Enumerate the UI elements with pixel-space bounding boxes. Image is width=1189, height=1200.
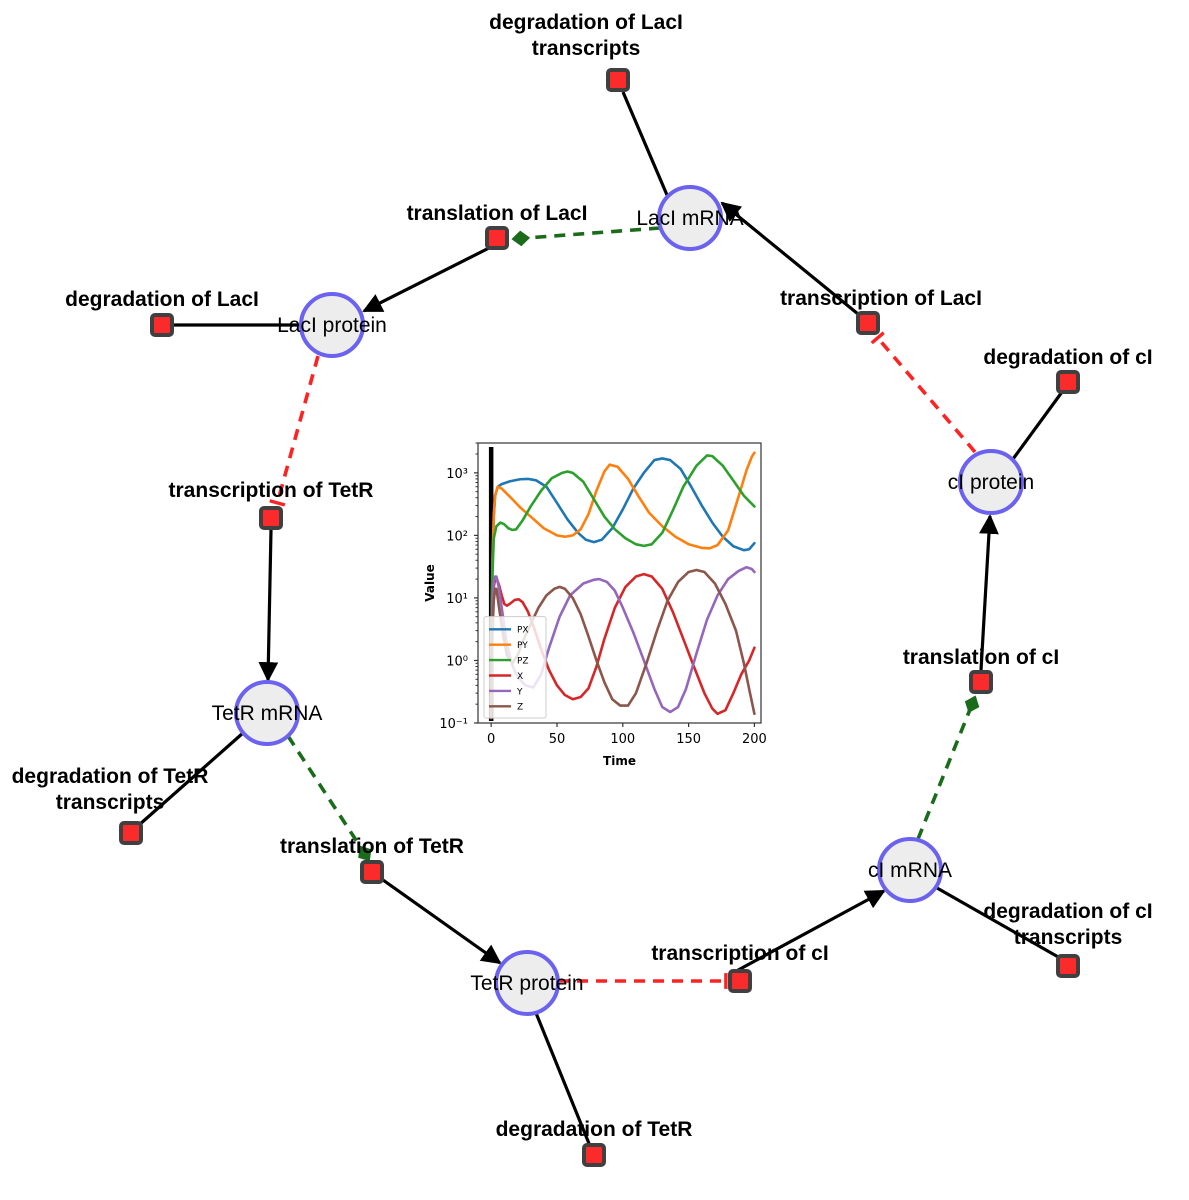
edge-inhibition — [870, 331, 977, 454]
legend-label-PZ: PZ — [517, 657, 529, 667]
reaction-label-deg_tetr_transcripts: degradation of TetR transcripts — [12, 765, 209, 814]
legend-label-Y: Y — [516, 687, 523, 697]
reaction-label-deg_laci_transcripts: degradation of LacI transcripts — [489, 11, 683, 60]
reaction-label-transcription_laci: transcription of LacI — [780, 287, 982, 310]
reaction-node-translation_ci[interactable] — [969, 670, 993, 694]
y-tick-label: 10³ — [446, 467, 468, 482]
edge-layer — [137, 91, 1064, 1147]
species-node-laci_protein[interactable] — [299, 292, 365, 358]
edge-product — [979, 514, 999, 671]
species-node-tetr_protein[interactable] — [494, 950, 560, 1016]
edge-substrate — [621, 91, 669, 196]
reaction-label-deg_ci: degradation of cI — [983, 346, 1152, 369]
species-node-ci_mrna[interactable] — [877, 837, 943, 903]
species-label-laci_protein: LacI protein — [277, 314, 387, 337]
y-tick-label: 10⁻¹ — [439, 717, 468, 732]
x-tick-label: 100 — [610, 732, 635, 747]
species-label-tetr_protein: TetR protein — [470, 972, 583, 995]
legend-label-PX: PX — [517, 626, 529, 636]
reaction-label-translation_tetr: translation of TetR — [280, 835, 464, 858]
edge-substrate — [137, 731, 245, 827]
x-axis-title: Time — [603, 754, 636, 768]
reaction-node-deg_laci[interactable] — [150, 313, 174, 337]
series-line-PX — [489, 457, 756, 657]
edge-product — [258, 529, 279, 682]
y-tick-label: 10⁰ — [446, 654, 468, 669]
series-line-X — [489, 572, 756, 716]
edge-substrate — [1011, 391, 1064, 460]
species-label-tetr_mrna: TetR mRNA — [212, 702, 323, 725]
reaction-node-transcription_laci[interactable] — [856, 311, 880, 335]
node-layer — [119, 68, 1080, 1167]
reaction-node-deg_laci_transcripts[interactable] — [606, 68, 630, 92]
reaction-label-deg_tetr: degradation of TetR — [496, 1118, 693, 1141]
reaction-label-deg_ci_transcripts: degradation of cI transcripts — [983, 900, 1152, 949]
legend-label-X: X — [517, 672, 523, 682]
reaction-label-transcription_ci: transcription of cI — [651, 942, 828, 965]
reaction-node-deg_ci_transcripts[interactable] — [1056, 954, 1080, 978]
x-tick-label: 200 — [742, 732, 767, 747]
reaction-label-deg_laci: degradation of LacI — [65, 288, 259, 311]
reaction-node-transcription_ci[interactable] — [728, 969, 752, 993]
reaction-label-translation_laci: translation of LacI — [407, 202, 588, 225]
edge-activation — [511, 226, 661, 247]
x-tick-label: 50 — [549, 732, 566, 747]
x-tick-label: 150 — [676, 732, 701, 747]
y-tick-label: 10¹ — [446, 592, 468, 607]
edge-substrate — [936, 886, 1061, 960]
x-tick-label: 0 — [487, 732, 495, 747]
species-label-ci_mrna: cI mRNA — [868, 859, 952, 882]
legend-label-Z: Z — [517, 703, 523, 713]
reaction-node-translation_laci[interactable] — [485, 226, 509, 250]
reaction-label-transcription_tetr: transcription of TetR — [169, 479, 374, 502]
y-tick-label: 10² — [446, 529, 468, 544]
series-line-PZ — [489, 454, 756, 657]
reaction-node-deg_tetr[interactable] — [582, 1143, 606, 1167]
edge-product — [382, 878, 502, 965]
label-layer: LacI mRNA LacI protein TetR mRNA TetR prote… — [12, 11, 1153, 1141]
edge-product — [362, 246, 490, 313]
species-node-tetr_mrna[interactable] — [234, 680, 300, 746]
edge-substrate — [534, 1012, 592, 1147]
species-label-ci_protein: cI protein — [948, 471, 1034, 494]
reaction-node-transcription_tetr[interactable] — [259, 506, 283, 530]
species-node-laci_mrna[interactable] — [657, 185, 723, 251]
reaction-node-deg_tetr_transcripts[interactable] — [119, 821, 143, 845]
legend-label-PY: PY — [517, 641, 528, 651]
species-node-ci_protein[interactable] — [958, 449, 1024, 515]
edge-product — [728, 889, 886, 977]
edge-product — [720, 201, 860, 316]
plot-legend — [483, 616, 547, 719]
series-line-PY — [489, 451, 756, 657]
edge-activation — [916, 695, 980, 840]
y-axis-title: Value — [423, 564, 437, 602]
reaction-node-translation_tetr[interactable] — [360, 860, 384, 884]
reaction-label-translation_ci: translation of cI — [903, 646, 1059, 669]
reaction-node-deg_ci[interactable] — [1056, 370, 1080, 394]
species-label-laci_mrna: LacI mRNA — [636, 207, 743, 230]
edge-inhibition — [269, 355, 320, 507]
edge-activation — [286, 735, 372, 862]
